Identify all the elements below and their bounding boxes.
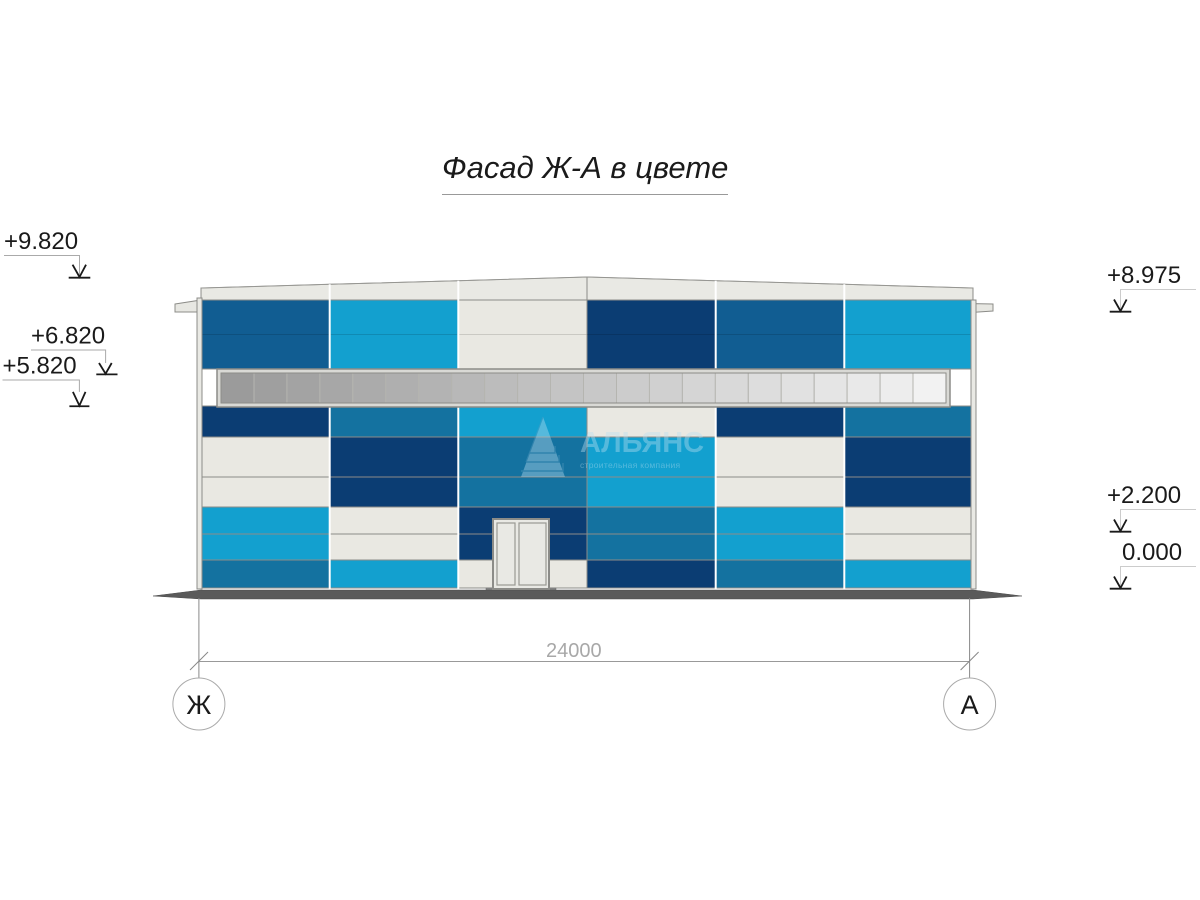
svg-text:Ж: Ж bbox=[186, 690, 211, 720]
svg-text:А: А bbox=[961, 690, 979, 720]
svg-text:24000: 24000 bbox=[546, 640, 602, 662]
